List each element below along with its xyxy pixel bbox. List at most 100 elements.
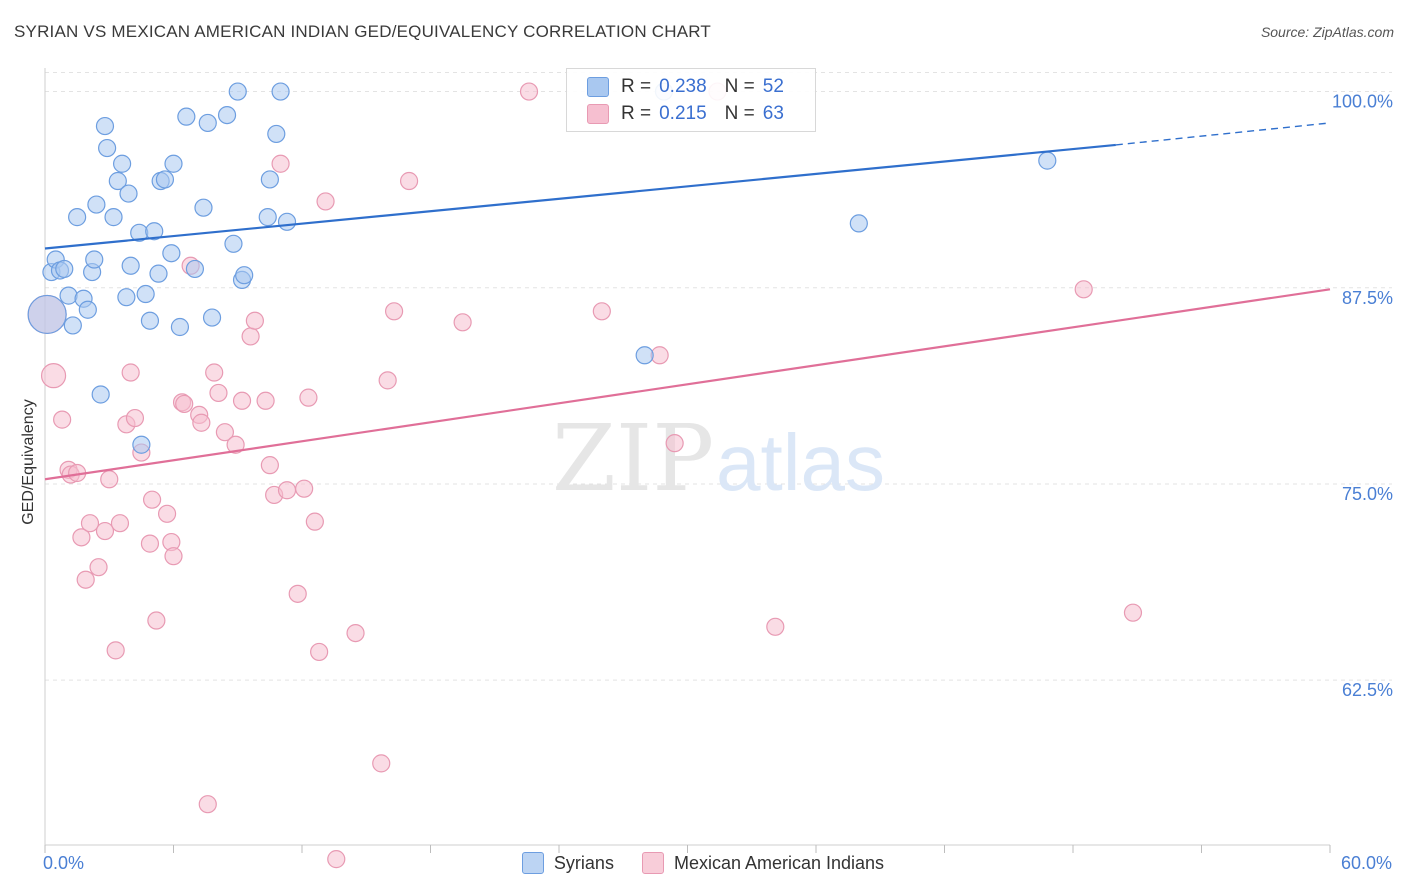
trend-line-syrians-extension: [1115, 122, 1331, 146]
point-mexican-american-indians: [147, 611, 166, 630]
point-syrians: [140, 311, 160, 330]
point-syrians: [91, 385, 110, 404]
legend-n-value: 52: [762, 76, 784, 97]
point-mexican-american-indians: [140, 534, 160, 553]
point-mexican-american-indians: [256, 391, 275, 410]
point-syrians: [104, 208, 123, 227]
point-syrians: [145, 222, 164, 241]
point-mexican-american-indians: [175, 394, 194, 414]
legend-r-label: R =: [621, 76, 652, 97]
point-syrians: [55, 259, 74, 279]
source-label: Source: ZipAtlas.com: [1260, 24, 1394, 40]
point-mexican-american-indians: [192, 413, 211, 432]
point-mexican-american-indians: [53, 410, 72, 429]
point-mexican-american-indians: [1123, 603, 1143, 622]
point-mexican-american-indians: [453, 313, 472, 332]
tick-labels: 62.5% 75.0% 87.5% 100.0% 0.0% 60.0%: [43, 92, 1393, 873]
legend-item-syrians: Syrians: [521, 852, 614, 874]
point-syrians: [136, 284, 155, 304]
point-mexican-american-indians: [110, 514, 130, 533]
point-syrians: [132, 435, 151, 454]
point-syrians: [198, 113, 217, 133]
legend-label-syrians: Syrians: [553, 852, 614, 873]
point-syrians: [224, 234, 243, 253]
point-syrians: [78, 300, 97, 319]
legend-r-value: 0.238: [659, 76, 707, 97]
point-mexican-american-indians: [1074, 280, 1093, 299]
legend-item-mexican-american-indians: Mexican American Indians: [641, 852, 885, 874]
point-mexican-american-indians: [164, 547, 183, 566]
point-syrians: [68, 208, 87, 227]
point-syrians: [849, 214, 868, 233]
point-mexican-american-indians: [80, 514, 100, 533]
point-mexican-american-indians: [271, 154, 290, 173]
point-syrians: [235, 266, 254, 285]
point-mexican-american-indians: [346, 623, 365, 643]
point-mexican-american-indians: [142, 490, 162, 509]
legend-n-label: N =: [724, 76, 755, 97]
y-tick-label: 87.5%: [1342, 288, 1393, 308]
point-syrians: [98, 138, 117, 158]
point-mexican-american-indians: [76, 570, 95, 589]
point-mexican-american-indians: [232, 391, 252, 410]
point-syrians: [177, 107, 196, 126]
point-syrians: [277, 212, 297, 231]
point-mexican-american-indians: [260, 456, 279, 475]
point-mexican-american-indians: [327, 850, 346, 869]
legend-n-value: 63: [762, 103, 784, 124]
point-syrians: [260, 170, 279, 189]
point-syrians: [194, 198, 213, 217]
point-mexican-american-indians: [378, 371, 397, 390]
point-mexican-american-indians: [205, 363, 224, 382]
point-syrians: [162, 244, 181, 263]
point-syrians: [112, 154, 132, 173]
point-syrians: [228, 82, 247, 101]
point-mexican-american-indians: [399, 171, 419, 191]
legend-label-mexican-american-indians: Mexican American Indians: [673, 852, 885, 873]
point-mexican-american-indians: [288, 584, 307, 603]
legend-swatch-syrians: [521, 852, 544, 874]
legend-row-mexican-american-indians: R = 0.215 N = 63: [587, 102, 784, 126]
point-syrians: [95, 116, 115, 136]
point-mexican-american-indians: [72, 528, 91, 547]
point-syrians: [217, 105, 237, 125]
point-mexican-american-indians: [372, 754, 391, 773]
point-syrians: [155, 170, 175, 189]
point-mexican-american-indians: [592, 302, 611, 321]
point-syrians: [271, 82, 290, 101]
legend-row-syrians: R = 0.238 N = 52: [587, 75, 784, 99]
point-mexican-american-indians: [519, 82, 539, 101]
point-syrians: [121, 256, 140, 275]
legend-n-label: N =: [724, 103, 755, 124]
y-axis-title: GED/Equivalency: [20, 399, 37, 524]
point-mexican-american-indians: [40, 363, 67, 389]
point-mexican-american-indians: [106, 641, 125, 660]
legend-swatch-blue: [587, 77, 609, 97]
point-syrians: [119, 184, 138, 203]
point-syrians: [202, 308, 222, 327]
point-syrians: [185, 259, 205, 279]
trend-line-mexican-american-indians: [44, 288, 1331, 481]
x-tick-label: 0.0%: [43, 853, 84, 873]
point-mexican-american-indians: [226, 435, 245, 454]
watermark: ZIP atlas: [552, 405, 885, 512]
point-mexican-american-indians: [241, 327, 260, 346]
point-mexican-american-indians: [95, 521, 115, 541]
chart-title: SYRIAN VS MEXICAN AMERICAN INDIAN GED/EQ…: [14, 22, 711, 41]
point-mexican-american-indians: [198, 795, 217, 814]
point-mexican-american-indians: [316, 192, 335, 211]
point-mexican-american-indians: [305, 512, 324, 531]
point-syrians: [164, 154, 183, 173]
point-mexican-american-indians: [157, 504, 177, 523]
trend-lines: [44, 122, 1331, 481]
watermark-atlas: atlas: [716, 418, 885, 507]
point-mexican-american-indians: [89, 558, 108, 577]
point-syrians: [258, 208, 277, 227]
point-syrians: [267, 124, 286, 144]
point-mexican-american-indians: [766, 617, 785, 636]
point-syrians: [170, 317, 190, 337]
point-mexican-american-indians: [384, 302, 404, 321]
point-mexican-american-indians: [299, 388, 318, 407]
point-mexican-american-indians: [121, 363, 140, 382]
point-syrians: [87, 195, 106, 214]
